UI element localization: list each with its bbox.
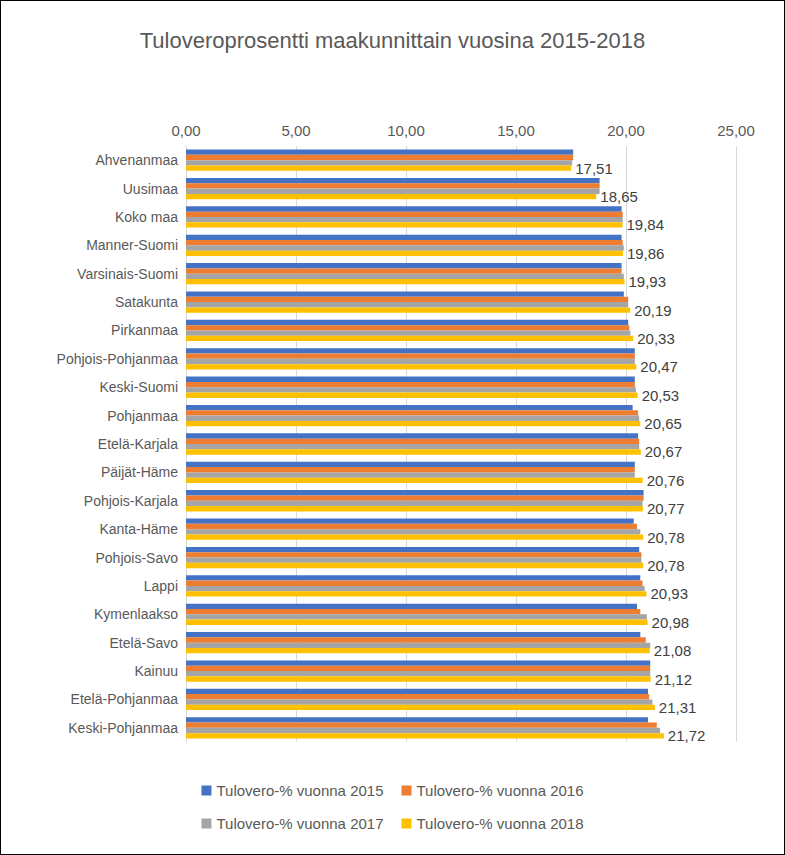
svg-text:20,67: 20,67: [645, 443, 683, 460]
svg-text:Pohjois-Savo: Pohjois-Savo: [96, 550, 179, 566]
svg-text:Ahvenanmaa: Ahvenanmaa: [95, 152, 178, 168]
svg-text:20,33: 20,33: [637, 330, 675, 347]
svg-text:20,76: 20,76: [647, 472, 685, 489]
svg-text:Manner-Suomi: Manner-Suomi: [86, 237, 178, 253]
svg-text:Päijät-Häme: Päijät-Häme: [101, 464, 178, 480]
svg-text:20,78: 20,78: [647, 557, 685, 574]
svg-text:20,53: 20,53: [642, 387, 680, 404]
svg-text:19,93: 19,93: [628, 273, 666, 290]
svg-text:Keski-Pohjanmaa: Keski-Pohjanmaa: [68, 720, 178, 736]
svg-text:Keski-Suomi: Keski-Suomi: [99, 379, 178, 395]
svg-text:5,00: 5,00: [281, 122, 310, 139]
svg-text:Tulovero-% vuonna 2016: Tulovero-% vuonna 2016: [417, 782, 584, 799]
svg-text:20,93: 20,93: [650, 585, 688, 602]
svg-text:21,12: 21,12: [655, 671, 693, 688]
svg-text:0,00: 0,00: [171, 122, 200, 139]
svg-text:20,19: 20,19: [634, 302, 672, 319]
svg-text:10,00: 10,00: [387, 122, 425, 139]
svg-text:19,86: 19,86: [627, 245, 665, 262]
svg-text:19,84: 19,84: [626, 216, 664, 233]
svg-text:17,51: 17,51: [575, 160, 613, 177]
svg-text:Pohjanmaa: Pohjanmaa: [107, 408, 178, 424]
svg-text:20,47: 20,47: [640, 358, 678, 375]
svg-text:Tulovero-% vuonna 2018: Tulovero-% vuonna 2018: [417, 815, 584, 832]
svg-text:Pirkanmaa: Pirkanmaa: [111, 322, 178, 338]
svg-text:20,00: 20,00: [607, 122, 645, 139]
svg-text:21,72: 21,72: [668, 727, 706, 744]
svg-text:Lappi: Lappi: [144, 578, 178, 594]
svg-text:Etelä-Savo: Etelä-Savo: [110, 635, 179, 651]
svg-text:Koko maa: Koko maa: [115, 209, 178, 225]
svg-text:21,31: 21,31: [659, 699, 697, 716]
svg-text:18,65: 18,65: [600, 188, 638, 205]
svg-text:20,77: 20,77: [647, 500, 685, 517]
svg-text:Kymenlaakso: Kymenlaakso: [94, 606, 178, 622]
svg-text:20,78: 20,78: [647, 529, 685, 546]
svg-text:Satakunta: Satakunta: [115, 294, 178, 310]
svg-text:Kanta-Häme: Kanta-Häme: [99, 521, 178, 537]
svg-text:Pohjois-Karjala: Pohjois-Karjala: [84, 493, 178, 509]
svg-text:15,00: 15,00: [497, 122, 535, 139]
svg-text:Pohjois-Pohjanmaa: Pohjois-Pohjanmaa: [57, 351, 179, 367]
svg-text:25,00: 25,00: [717, 122, 755, 139]
svg-text:Uusimaa: Uusimaa: [123, 181, 178, 197]
svg-text:Kainuu: Kainuu: [134, 663, 178, 679]
svg-text:Tulovero-% vuonna 2017: Tulovero-% vuonna 2017: [216, 815, 383, 832]
svg-text:Etelä-Pohjanmaa: Etelä-Pohjanmaa: [71, 691, 179, 707]
svg-text:20,98: 20,98: [652, 614, 690, 631]
svg-text:Varsinais-Suomi: Varsinais-Suomi: [77, 266, 178, 282]
svg-text:Tulovero-% vuonna 2015: Tulovero-% vuonna 2015: [216, 782, 383, 799]
svg-text:Etelä-Karjala: Etelä-Karjala: [98, 436, 178, 452]
svg-text:21,08: 21,08: [654, 642, 692, 659]
svg-text:Tuloveroprosentti maakunnittai: Tuloveroprosentti maakunnittain vuosina …: [140, 28, 646, 53]
svg-text:20,65: 20,65: [644, 415, 682, 432]
